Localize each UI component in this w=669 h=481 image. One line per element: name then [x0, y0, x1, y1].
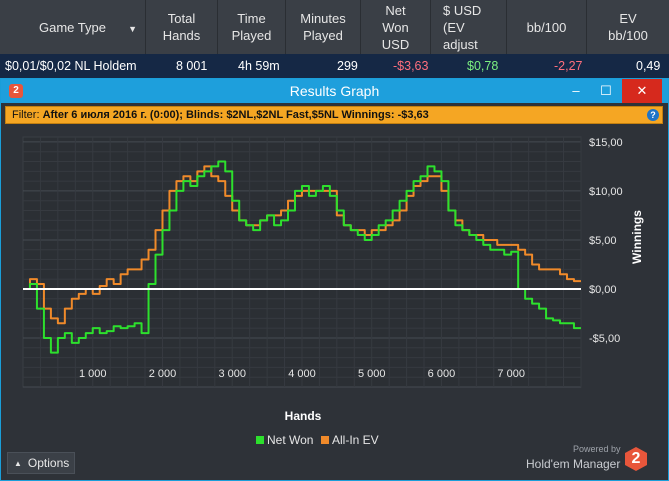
chart-legend: Net Won All-In EV — [256, 433, 379, 447]
column-header-label: Time Played — [231, 11, 272, 43]
cell-net-won: -$3,63 — [393, 59, 429, 73]
brand-name: Hold'em Manager — [526, 457, 621, 471]
chart-series — [23, 160, 581, 354]
options-label: Options — [27, 456, 70, 470]
y-tick-label: -$5,00 — [589, 333, 620, 345]
column-header-ev-bb100[interactable]: EV bb/100 — [587, 0, 669, 54]
x-tick-label: 6 000 — [428, 368, 456, 380]
x-tick-label: 2 000 — [149, 368, 177, 380]
filter-label: Filter: — [12, 109, 40, 121]
column-header-label: Game Type — [39, 19, 106, 35]
column-header-net-won[interactable]: Net Won USD — [361, 0, 431, 54]
column-header-label: Minutes Played — [300, 11, 346, 43]
y-tick-label: $15,00 — [589, 137, 623, 149]
y-tick-label: $10,00 — [589, 186, 623, 198]
options-button[interactable]: ▲ Options — [7, 452, 75, 474]
results-chart: 1 000 2 000 3 000 4 000 5 000 6 000 7 000 $15,0… — [22, 136, 644, 447]
x-tick-label: 5 000 — [358, 368, 386, 380]
cell-time-played: 4h 59m — [238, 59, 280, 73]
cell-game-type: $0,01/$0,02 NL Holdem — [5, 59, 137, 73]
cell-minutes-played: 299 — [337, 59, 358, 73]
column-header-label: EV bb/100 — [608, 11, 648, 43]
column-header-label: $ USD (EV adjust — [443, 2, 482, 52]
window-titlebar[interactable]: Results Graph 2 – ☐ ✕ — [1, 79, 668, 103]
minimize-button[interactable]: – — [572, 83, 580, 98]
column-header-game-type[interactable]: Game Type ▼ — [0, 0, 146, 54]
series-line-all-in-ev — [23, 165, 581, 325]
close-button[interactable]: ✕ — [622, 79, 662, 103]
hm2-app-icon: 2 — [9, 84, 23, 98]
legend-swatch — [256, 436, 264, 444]
maximize-button[interactable]: ☐ — [600, 83, 612, 98]
x-axis-label: Hands — [285, 409, 322, 423]
chevron-up-icon: ▲ — [14, 459, 22, 468]
y-tick-label: $5,00 — [589, 235, 617, 247]
chart-grid — [22, 136, 582, 388]
cell-ev-adjusted: $0,78 — [467, 59, 499, 73]
column-header-time-played[interactable]: Time Played — [218, 0, 286, 54]
chart-ticks: 1 000 2 000 3 000 4 000 5 000 6 000 7 000 $15,0… — [79, 137, 623, 380]
series-line-net-won — [23, 160, 581, 354]
stats-table-header: Game Type ▼ Total Hands Time Played Minu… — [0, 0, 669, 54]
column-header-ev-adjusted[interactable]: $ USD (EV adjust — [431, 0, 507, 54]
y-tick-label: $0,00 — [589, 284, 617, 296]
table-row[interactable]: $0,01/$0,02 NL Holdem 8 001 4h 59m 299 -… — [0, 54, 669, 78]
legend-label: All-In EV — [332, 433, 379, 447]
x-tick-label: 3 000 — [218, 368, 246, 380]
dropdown-arrow-icon[interactable]: ▼ — [128, 24, 137, 34]
column-header-label: bb/100 — [526, 19, 567, 35]
column-header-total-hands[interactable]: Total Hands — [146, 0, 218, 54]
cell-total-hands: 8 001 — [176, 59, 208, 73]
hm2-logo: 2 — [625, 447, 647, 471]
legend-label: Net Won — [267, 433, 313, 447]
cell-bb100: -2,27 — [554, 59, 583, 73]
x-tick-label: 4 000 — [288, 368, 316, 380]
help-icon[interactable]: ? — [647, 109, 659, 121]
x-tick-label: 7 000 — [497, 368, 525, 380]
column-header-minutes-played[interactable]: Minutes Played — [286, 0, 361, 54]
legend-swatch — [321, 436, 329, 444]
column-header-bb100[interactable]: bb/100 — [507, 0, 587, 54]
x-tick-label: 1 000 — [79, 368, 107, 380]
cell-ev-bb100: 0,49 — [636, 59, 661, 73]
column-header-label: Net Won USD — [381, 2, 410, 52]
column-header-label: Total Hands — [162, 11, 201, 43]
y-axis-label: Winnings — [630, 210, 644, 264]
filter-bar[interactable]: Filter: After 6 июля 2016 г. (0:00); Bli… — [5, 106, 663, 124]
filter-text: After 6 июля 2016 г. (0:00); Blinds: $2N… — [42, 109, 429, 121]
window-title: Results Graph — [289, 83, 380, 99]
powered-by-label: Powered by — [573, 444, 621, 454]
results-graph-window: Results Graph 2 – ☐ ✕ Filter: After 6 ию… — [0, 78, 669, 481]
